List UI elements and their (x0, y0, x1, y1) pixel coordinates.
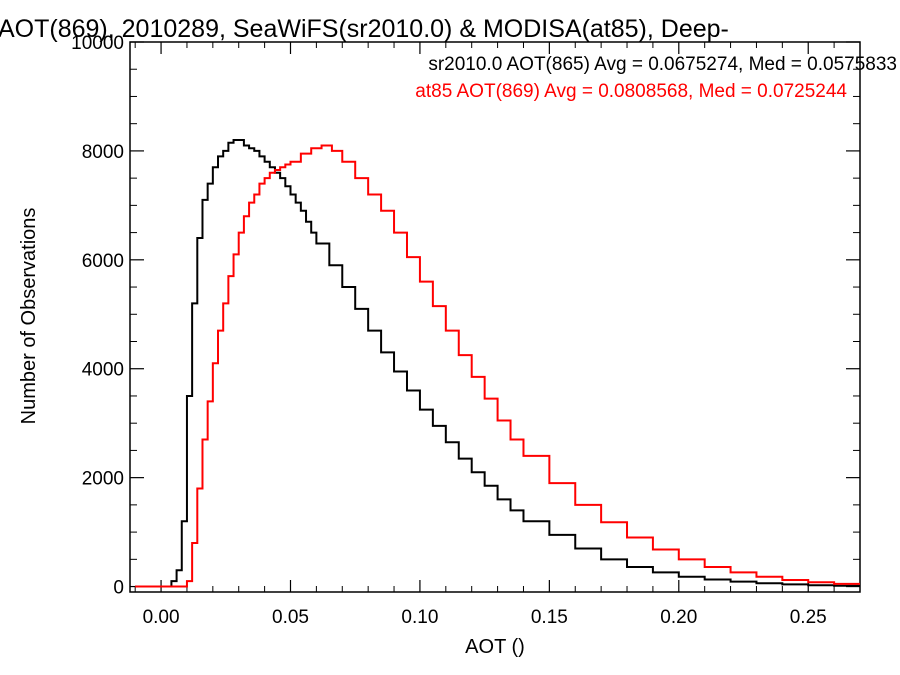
y-tick-label: 0 (113, 578, 124, 599)
y-tick-label: 6000 (82, 251, 124, 272)
x-axis-label: AOT () (465, 636, 525, 658)
x-tick-label: 0.00 (143, 607, 180, 628)
y-tick-label: 10000 (71, 33, 124, 54)
x-tick-label: 0.10 (401, 607, 438, 628)
plot-axes: 0.00 0.05 0.10 0.15 0.20 0.25 0 2000 4000 6000 800… (71, 33, 861, 628)
legend-entry-black: sr2010.0 AOT(865) Avg = 0.0675274, Med =… (428, 54, 897, 75)
series-group (135, 139, 860, 588)
y-axis-label: Number of Observations (18, 208, 40, 425)
x-tick-label: 0.20 (660, 607, 697, 628)
series-line-1 (135, 144, 860, 588)
y-tick-label: 8000 (82, 142, 124, 163)
y-tick-label: 4000 (82, 360, 124, 381)
y-tick-label: 2000 (82, 469, 124, 490)
series-line-0 (135, 139, 860, 588)
plot-frame (129, 41, 861, 593)
chart-title: AOT(869), 2010289, SeaWiFS(sr2010.0) & M… (0, 15, 729, 43)
x-tick-label: 0.05 (272, 607, 309, 628)
legend-entry-red: at85 AOT(869) Avg = 0.0808568, Med = 0.0… (415, 81, 847, 102)
x-tick-label: 0.15 (531, 607, 568, 628)
x-tick-label: 0.25 (790, 607, 827, 628)
